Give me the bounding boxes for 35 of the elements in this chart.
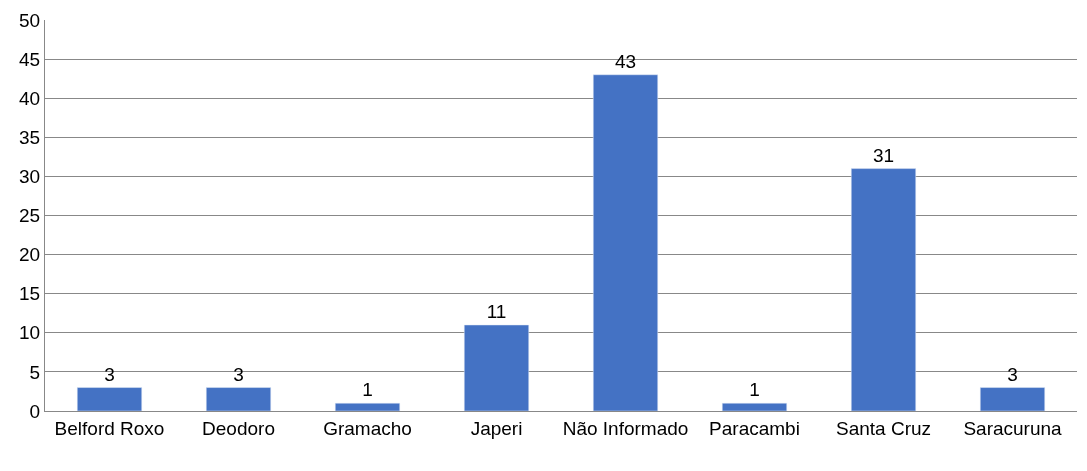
bar <box>206 387 271 411</box>
bar <box>335 402 400 411</box>
y-tick-label: 10 <box>19 322 41 344</box>
bar <box>722 402 787 411</box>
x-tick-label: Deodoro <box>202 417 275 439</box>
data-label: 3 <box>104 363 115 385</box>
data-label: 11 <box>486 300 507 322</box>
x-tick-label: Paracambi <box>709 417 800 439</box>
data-label: 1 <box>749 379 760 401</box>
y-tick-label: 5 <box>29 361 41 383</box>
x-tick-label: Gramacho <box>323 417 412 439</box>
y-tick-label: 45 <box>19 48 41 70</box>
data-label: 43 <box>614 50 637 72</box>
y-tick-label: 20 <box>19 244 41 266</box>
bar <box>980 387 1045 411</box>
y-tick-label: 0 <box>29 400 41 422</box>
y-tick-label: 35 <box>19 126 41 148</box>
data-label: 31 <box>872 144 895 166</box>
bar <box>77 387 142 411</box>
x-tick-label: Não Informado <box>562 417 689 439</box>
y-tick-label: 50 <box>19 9 41 31</box>
bar <box>851 168 916 411</box>
bar <box>464 324 529 411</box>
bar <box>593 74 658 411</box>
data-label: 3 <box>1007 363 1018 385</box>
x-tick-label: Japeri <box>470 417 523 439</box>
data-label: 1 <box>362 379 373 401</box>
x-tick-label: Belford Roxo <box>54 417 165 439</box>
y-tick-label: 40 <box>19 87 41 109</box>
x-tick-label: Saracuruna <box>963 417 1063 439</box>
y-tick-label: 30 <box>19 166 41 188</box>
x-tick-label: Santa Cruz <box>835 417 932 439</box>
data-label: 3 <box>233 363 244 385</box>
y-tick-label: 25 <box>19 205 41 227</box>
y-tick-label: 15 <box>19 283 41 305</box>
